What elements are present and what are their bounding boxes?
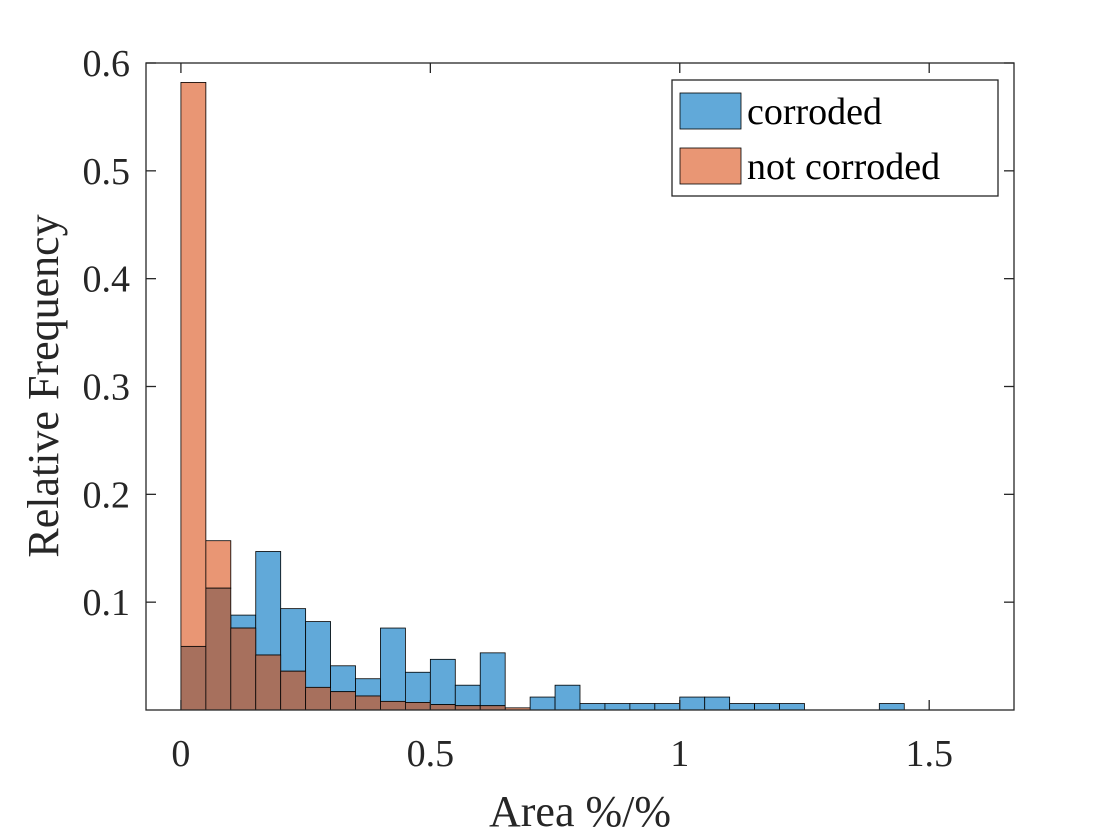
corroded-bar [280,608,307,672]
corroded-bar [729,703,755,711]
overlap-bar [230,627,257,711]
not-corroded-bar [205,540,232,589]
x-tick-label: 0.5 [407,733,455,775]
corroded-bar [554,684,581,711]
corroded-bar [230,614,257,629]
corroded-bar [305,621,331,688]
corroded-bar [255,551,282,656]
legend-swatch-not-corroded [679,147,742,185]
corroded-bar [604,703,631,711]
x-tick-label: 1 [670,733,689,775]
legend: corroded not corroded [671,79,999,197]
legend-label-not-corroded: not corroded [747,146,940,188]
axis-ticks [146,62,1014,710]
corroded-bar [429,658,456,706]
corroded-bar [704,696,731,711]
y-tick-label: 0.3 [83,367,131,409]
y-tick-label: 0.2 [83,474,131,516]
overlap-bar [180,645,207,711]
not-corroded-bar [180,82,207,647]
corroded-bar [654,703,681,711]
corroded-bar [579,703,606,711]
x-tick-label: 0 [171,733,190,775]
corroded-bar [754,703,780,711]
not-corroded-bars [180,82,531,711]
corroded-bar [330,665,356,693]
corroded-bar [679,696,706,711]
corroded-bar [355,678,381,697]
corroded-bar [529,696,556,711]
overlap-bar [305,686,331,711]
axis-tick-labels: 0 0.5 1 1.5 0.1 0.2 0.3 0.4 0.5 0.6 [83,43,953,775]
y-tick-label: 0.5 [83,151,131,193]
y-tick-label: 0.6 [83,43,131,85]
overlap-bar [330,691,356,711]
legend-label-corroded: corroded [747,91,882,133]
overlap-bar [205,587,232,711]
y-tick-label: 0.1 [83,582,131,624]
corroded-bar [380,627,406,702]
overlap-bar [255,654,282,711]
corroded-bar [629,703,656,711]
corroded-bar [779,703,805,711]
legend-swatch-corroded [679,92,742,130]
corroded-bar [405,671,431,703]
corroded-bars [230,551,905,711]
x-tick-label: 1.5 [905,733,953,775]
overlap-bar [405,702,431,711]
corroded-bar [454,684,481,707]
overlap-bar [355,695,381,711]
overlap-bar [280,670,307,711]
overlap-bar [380,700,406,711]
corroded-bar [479,652,506,707]
overlap-bar [429,704,456,711]
y-tick-label: 0.4 [83,259,131,301]
y-axis-title: Relative Frequency [19,214,68,557]
x-axis-title: Area %/% [489,787,671,836]
corroded-bar [878,703,905,711]
